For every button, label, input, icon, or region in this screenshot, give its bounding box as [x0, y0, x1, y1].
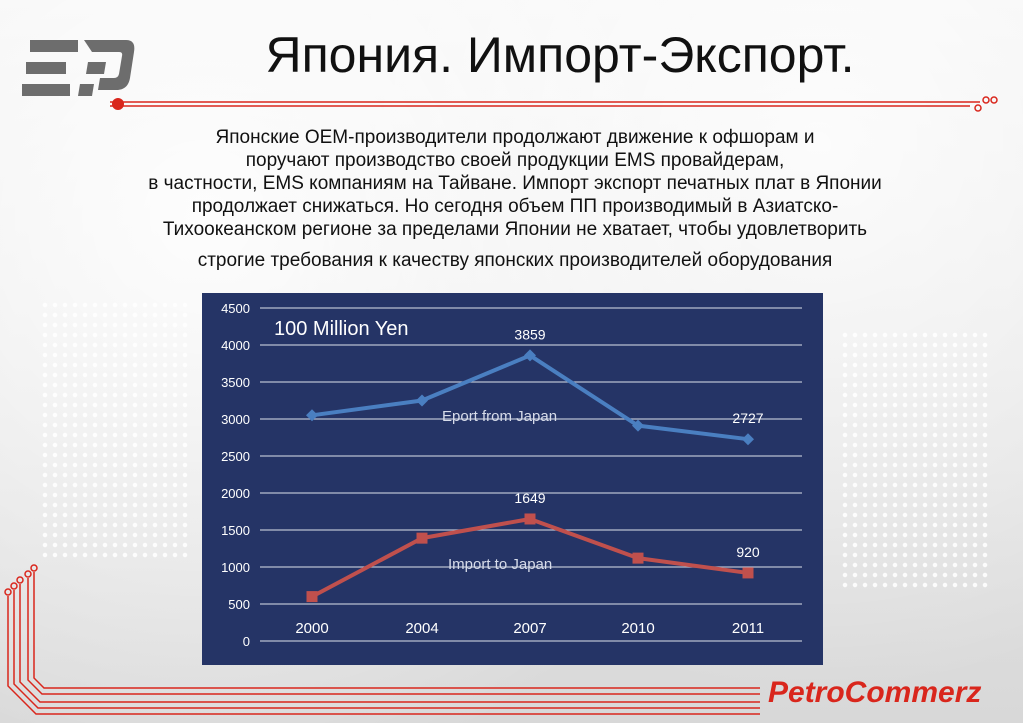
decorative-dot-grid-left	[40, 300, 190, 560]
y-tick-label: 0	[243, 634, 250, 649]
paragraph-line: поручают производство своей продукции EM…	[245, 150, 785, 171]
data-point	[742, 567, 754, 579]
data-point	[306, 591, 318, 603]
data-point	[632, 552, 644, 564]
decorative-red-rule-top	[110, 96, 998, 112]
y-tick-label: 4000	[221, 338, 250, 353]
series-name-label: Eport from Japan	[442, 408, 557, 425]
slide-title: Япония. Импорт-Экспорт.	[265, 27, 855, 83]
x-tick-label: 2010	[621, 620, 654, 637]
data-point	[742, 433, 754, 446]
data-point	[306, 409, 318, 422]
data-label: 2727	[732, 410, 763, 426]
line-chart: 0 500 1000 1500 2000 2500 3000 3500 4000 4500 200…	[202, 293, 823, 665]
data-point	[524, 513, 536, 525]
chart-canvas: 0 500 1000 1500 2000 2500 3000 3500 4000 4500 200…	[221, 301, 802, 649]
chart-title: 100 Million Yen	[274, 318, 409, 340]
data-point	[416, 532, 428, 544]
x-tick-label: 2004	[405, 620, 438, 637]
x-tick-label: 2000	[295, 620, 328, 637]
series-name-label: Import to Japan	[448, 556, 552, 573]
decorative-dot-grid-right	[840, 330, 990, 590]
y-tick-label: 500	[228, 597, 250, 612]
data-point	[524, 349, 536, 362]
data-label: 3859	[514, 326, 545, 342]
y-tick-label: 1500	[221, 523, 250, 538]
paragraph-line: в частности, EMS компаниям на Тайване. И…	[148, 173, 882, 194]
paragraph-line: продолжает снижаться. Но сегодня объем П…	[191, 196, 839, 217]
company-logo	[22, 40, 135, 110]
paragraph-line: строгие требования к качеству японских п…	[197, 250, 833, 271]
data-label: 920	[736, 544, 760, 560]
x-tick-label: 2011	[732, 620, 764, 637]
y-tick-label: 2500	[221, 449, 250, 464]
x-tick-label: 2007	[513, 620, 546, 637]
brand-wordmark: PetroCommerz	[768, 676, 982, 709]
paragraph-line: Японские OEM-производители продолжают дв…	[215, 127, 815, 148]
slide-paragraph: Японские OEM-производители продолжают дв…	[30, 126, 1000, 272]
series-line-export	[311, 353, 749, 442]
y-tick-label: 4500	[221, 301, 250, 316]
y-tick-label: 3000	[221, 412, 250, 427]
decorative-red-rule-bottom	[4, 564, 760, 715]
y-tick-label: 2000	[221, 486, 250, 501]
y-tick-label: 3500	[221, 375, 250, 390]
data-point	[416, 394, 428, 407]
y-tick-label: 1000	[221, 560, 250, 575]
data-point	[632, 419, 644, 432]
data-label: 1649	[514, 490, 545, 506]
paragraph-line: Тихоокеанском регионе за пределами Япони…	[162, 219, 868, 240]
